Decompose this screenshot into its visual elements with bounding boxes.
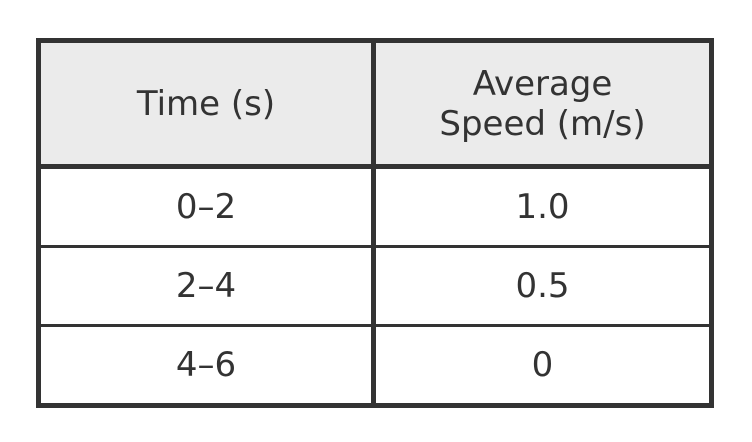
header-average-speed-line2: Speed (m/s) — [439, 103, 646, 144]
cell-time: 2–4 — [37, 245, 376, 327]
cell-average-speed: 0 — [372, 324, 713, 407]
cell-time: 0–2 — [37, 165, 376, 248]
header-average-speed: Average Speed (m/s) — [372, 39, 713, 169]
table-row: 4–6 0 — [37, 324, 713, 407]
speed-table: Time (s) Average Speed (m/s) 0–2 1.0 2–4… — [36, 38, 714, 408]
header-time: Time (s) — [37, 39, 376, 169]
table-row: 0–2 1.0 — [37, 165, 713, 248]
cell-average-speed: 0.5 — [372, 245, 713, 327]
table-row: 2–4 0.5 — [37, 245, 713, 327]
header-average-speed-line1: Average — [472, 63, 613, 104]
table-header-row: Time (s) Average Speed (m/s) — [37, 39, 713, 169]
cell-time: 4–6 — [37, 324, 376, 407]
cell-average-speed: 1.0 — [372, 165, 713, 248]
